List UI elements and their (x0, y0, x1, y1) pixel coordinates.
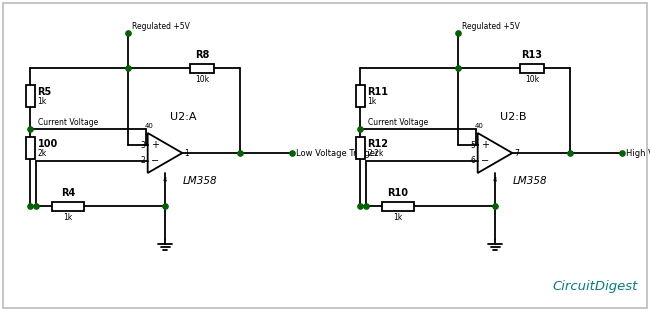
Text: 4: 4 (493, 177, 497, 183)
Text: 2k: 2k (38, 148, 47, 157)
Text: R13: R13 (521, 50, 543, 61)
Text: +: + (481, 140, 489, 151)
Text: Current Voltage: Current Voltage (38, 118, 98, 127)
Text: U2:A: U2:A (170, 112, 196, 122)
Text: 40: 40 (474, 123, 483, 129)
Bar (520, 63, 544, 72)
Text: R5: R5 (38, 87, 52, 97)
Text: R12: R12 (367, 139, 389, 149)
Text: R8: R8 (195, 50, 209, 61)
Text: 2: 2 (141, 156, 146, 165)
Text: +: + (151, 140, 159, 151)
Bar (356, 137, 365, 159)
Text: R11: R11 (367, 87, 389, 97)
Bar (190, 63, 214, 72)
Text: LM358: LM358 (513, 176, 547, 186)
Bar (382, 202, 414, 211)
Text: −: − (151, 156, 159, 165)
Text: 40: 40 (144, 123, 153, 129)
Text: 5: 5 (471, 141, 476, 150)
Text: CircuitDigest: CircuitDigest (552, 280, 638, 293)
Text: Regulated +5V: Regulated +5V (462, 22, 520, 31)
Bar (25, 85, 34, 107)
Text: 100: 100 (38, 139, 58, 149)
Text: Regulated +5V: Regulated +5V (132, 22, 190, 31)
Text: U2:B: U2:B (500, 112, 526, 122)
Bar (52, 202, 84, 211)
Text: R4: R4 (61, 188, 75, 198)
Text: R10: R10 (387, 188, 408, 198)
Text: 1k: 1k (64, 213, 73, 222)
Text: LM358: LM358 (183, 176, 218, 186)
Text: 2.2k: 2.2k (367, 148, 384, 157)
Text: 10k: 10k (195, 76, 209, 85)
Text: 1k: 1k (367, 96, 377, 105)
Text: −: − (480, 156, 489, 165)
Text: 1k: 1k (393, 213, 402, 222)
Text: 6: 6 (471, 156, 476, 165)
Text: 10k: 10k (525, 76, 539, 85)
Text: Low Voltage Trigger: Low Voltage Trigger (296, 148, 378, 157)
Bar (25, 137, 34, 159)
Text: 7: 7 (514, 148, 519, 157)
Text: 1: 1 (185, 148, 189, 157)
Text: 3: 3 (141, 141, 146, 150)
Text: Current Voltage: Current Voltage (368, 118, 428, 127)
Bar (356, 85, 365, 107)
Text: High Voltage Trigger: High Voltage Trigger (626, 148, 650, 157)
Text: 1k: 1k (38, 96, 47, 105)
Text: 4: 4 (162, 177, 167, 183)
